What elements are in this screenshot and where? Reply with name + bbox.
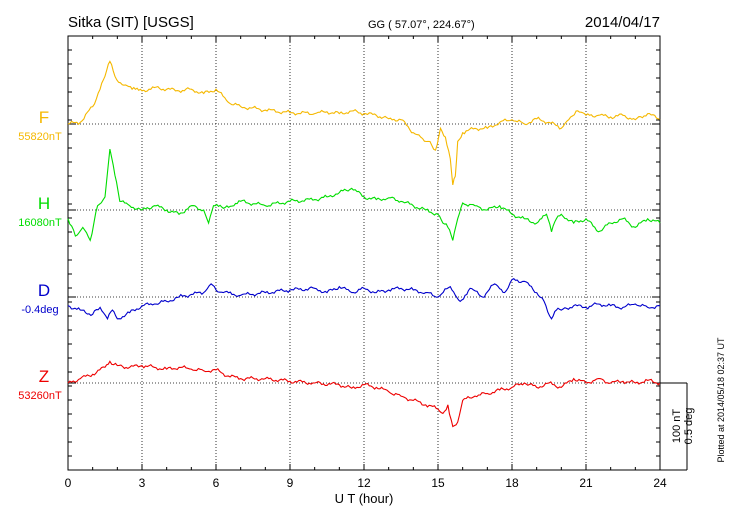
series-baseline-value-Z: 53260nT — [18, 390, 62, 402]
date-label: 2014/04/17 — [585, 14, 660, 31]
x-axis-label: U T (hour) — [335, 491, 394, 506]
series-name-D: D — [38, 281, 50, 300]
plotted-timestamp: Plotted at 2014/05/18 02:37 UT — [716, 337, 726, 463]
x-tick-label-3: 3 — [139, 476, 146, 490]
series-baseline-value-H: 16080nT — [18, 217, 62, 229]
scale-bar: 100 nT 0.5 deg — [660, 382, 695, 471]
series-line-F — [67, 60, 661, 186]
x-tick-label-21: 21 — [579, 476, 593, 490]
series-name-Z: Z — [39, 367, 49, 386]
scale-bar-nt-label: 100 nT — [671, 409, 683, 444]
x-axis-ticks: 0 3 6 9 12 15 18 21 24 — [65, 36, 667, 490]
station-title: Sitka (SIT) [USGS] — [68, 14, 194, 31]
x-tick-label-18: 18 — [505, 476, 519, 490]
series-labels: F 55820nT H 16080nT D -0.4deg Z 53260nT — [18, 108, 62, 402]
x-tick-label-15: 15 — [431, 476, 445, 490]
series-line-H — [67, 148, 661, 242]
series-name-H: H — [38, 194, 50, 213]
x-tick-label-6: 6 — [213, 476, 220, 490]
x-tick-label-9: 9 — [287, 476, 294, 490]
x-tick-label-24: 24 — [653, 476, 667, 490]
scale-bar-deg-label: 0.5 deg — [683, 408, 695, 445]
series-baseline-value-D: -0.4deg — [21, 304, 58, 316]
coordinates-label: GG ( 57.07°, 224.67°) — [368, 19, 475, 31]
x-tick-label-0: 0 — [65, 476, 72, 490]
grid-lines — [141, 36, 587, 470]
series-line-Z — [67, 360, 661, 428]
series-group — [67, 60, 661, 428]
series-name-F: F — [39, 108, 49, 127]
x-tick-label-12: 12 — [357, 476, 371, 490]
series-baseline-value-F: 55820nT — [18, 131, 62, 143]
series-line-D — [67, 278, 661, 321]
